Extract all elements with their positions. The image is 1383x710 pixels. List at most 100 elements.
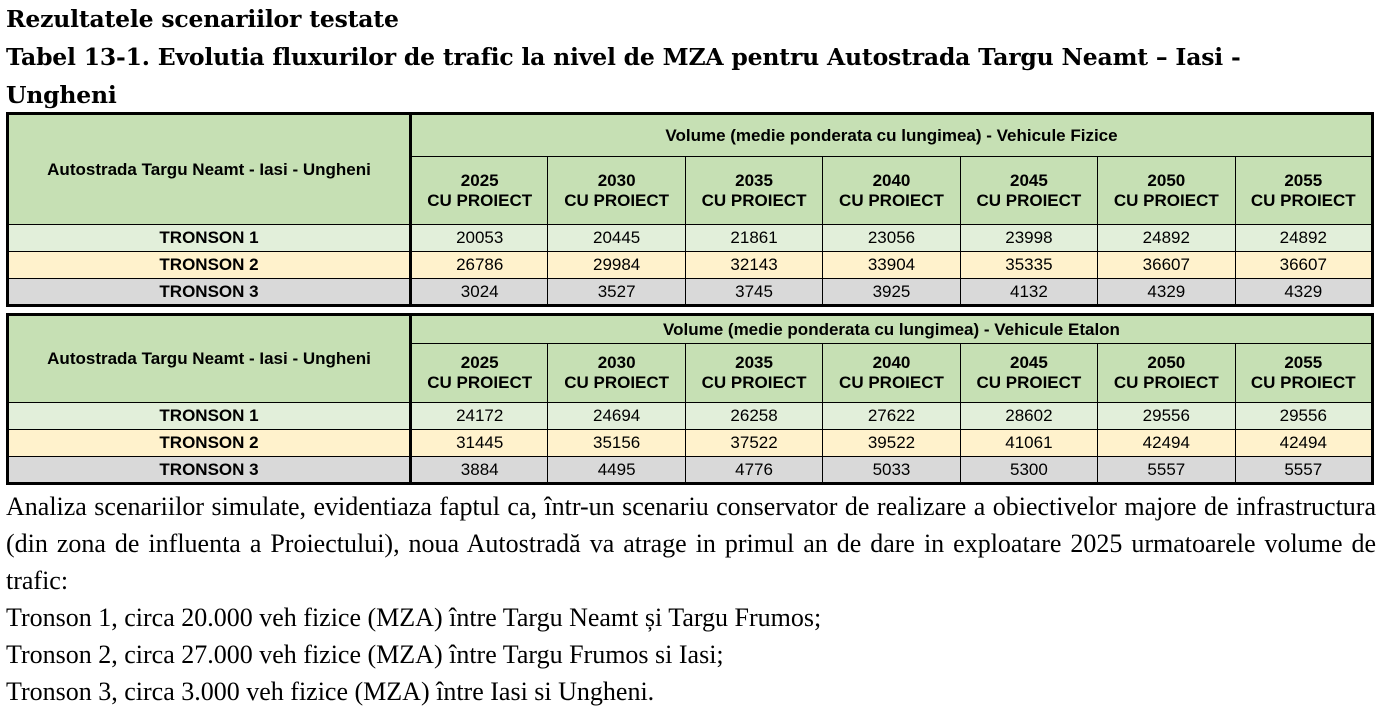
year-label: 2040: [872, 170, 911, 190]
scenario-label: CU PROIECT: [976, 373, 1082, 392]
scenario-label: CU PROIECT: [564, 373, 670, 392]
scenario-label: CU PROIECT: [1113, 190, 1219, 210]
row-label: TRONSON 1: [7, 224, 412, 252]
year-header: 2045 CU PROIECT: [959, 156, 1099, 225]
year-label: 2045: [1009, 353, 1048, 372]
table-row: TRONSON 2 26786 29984 32143 33904 35335 36607 3…: [7, 251, 1374, 279]
header-row-group: Autostrada Targu Neamt - Iasi - Ungheni V…: [7, 113, 1373, 225]
value-cell: 3024: [409, 278, 549, 306]
row-label: TRONSON 2: [7, 251, 412, 279]
table-row: TRONSON 1 20053 20445 21861 23056 23998 24892 2…: [7, 224, 1374, 252]
value-cell: 5557: [1234, 456, 1374, 484]
year-header: 2050 CU PROIECT: [1097, 343, 1236, 403]
value-cell: 35156: [547, 429, 686, 457]
value-cell: 29556: [1234, 402, 1374, 430]
year-label: 2055: [1284, 170, 1323, 190]
year-header: 2055 CU PROIECT: [1234, 343, 1374, 403]
value-cell: 21861: [684, 224, 824, 252]
value-cell: 31445: [409, 429, 549, 457]
value-cell: 24172: [409, 402, 549, 430]
traffic-table-etalon: Autostrada Targu Neamt - Iasi - Ungheni V…: [6, 313, 1374, 485]
value-cell: 29984: [547, 251, 686, 279]
year-label: 2025: [460, 170, 499, 190]
scenario-label: CU PROIECT: [839, 190, 944, 210]
scenario-label: CU PROIECT: [427, 190, 533, 210]
scenario-label: CU PROIECT: [1250, 190, 1356, 210]
value-cell: 27622: [822, 402, 961, 430]
tronson-2-summary: Tronson 2, circa 27.000 veh fizice (MZA)…: [6, 640, 724, 669]
year-header: 2035 CU PROIECT: [684, 156, 824, 225]
value-cell: 3745: [684, 278, 824, 306]
scenario-label: CU PROIECT: [564, 190, 670, 210]
value-cell: 26786: [409, 251, 549, 279]
row-label: TRONSON 3: [7, 278, 412, 306]
value-cell: 42494: [1234, 429, 1374, 457]
value-cell: 20053: [409, 224, 549, 252]
value-cell: 24892: [1097, 224, 1236, 252]
value-cell: 4495: [547, 456, 686, 484]
scenario-label: CU PROIECT: [976, 190, 1082, 210]
year-label: 2030: [597, 353, 636, 372]
year-label: 2035: [735, 170, 773, 190]
year-header: 2035 CU PROIECT: [684, 343, 824, 403]
analysis-paragraph: Analiza scenariilor simulate, evidentiaz…: [6, 492, 1376, 595]
value-cell: 26258: [684, 402, 824, 430]
year-header: 2040 CU PROIECT: [822, 156, 961, 225]
group-header: Volume (medie ponderata cu lungimea) - V…: [410, 113, 1373, 157]
year-label: 2040: [872, 353, 911, 372]
value-cell: 20445: [547, 224, 686, 252]
year-header: 2050 CU PROIECT: [1097, 156, 1236, 225]
value-cell: 4329: [1097, 278, 1236, 306]
value-cell: 39522: [822, 429, 961, 457]
value-cell: 23998: [959, 224, 1099, 252]
value-cell: 3925: [822, 278, 961, 306]
value-cell: 33904: [822, 251, 961, 279]
section-heading: Rezultatele scenariilor testate: [6, 5, 399, 33]
year-label: 2045: [1009, 170, 1048, 190]
year-label: 2050: [1147, 170, 1186, 190]
scenario-label: CU PROIECT: [427, 373, 533, 392]
year-header: 2030 CU PROIECT: [547, 343, 686, 403]
value-cell: 3527: [547, 278, 686, 306]
table-row: TRONSON 1 24172 24694 26258 27622 28602 29556 2…: [7, 402, 1374, 430]
value-cell: 36607: [1234, 251, 1374, 279]
table-caption-line-2: Ungheni: [6, 81, 117, 109]
value-cell: 24892: [1234, 224, 1374, 252]
year-header: 2045 CU PROIECT: [959, 343, 1099, 403]
year-header: 2040 CU PROIECT: [822, 343, 961, 403]
value-cell: 28602: [959, 402, 1099, 430]
row-header: Autostrada Targu Neamt - Iasi - Ungheni: [7, 314, 412, 403]
year-label: 2030: [597, 170, 636, 190]
year-header: 2030 CU PROIECT: [547, 156, 686, 225]
value-cell: 4776: [684, 456, 824, 484]
group-header: Volume (medie ponderata cu lungimea) - V…: [410, 314, 1373, 344]
year-label: 2055: [1284, 353, 1323, 372]
value-cell: 3884: [409, 456, 549, 484]
value-cell: 29556: [1097, 402, 1236, 430]
table-row: TRONSON 3 3884 4495 4776 5033 5300 5557 5557: [7, 456, 1374, 484]
scenario-label: CU PROIECT: [839, 373, 944, 392]
value-cell: 5300: [959, 456, 1099, 484]
value-cell: 4329: [1234, 278, 1374, 306]
scenario-label: CU PROIECT: [701, 190, 807, 210]
value-cell: 42494: [1097, 429, 1236, 457]
row-label: TRONSON 2: [7, 429, 412, 457]
header-row-years: 2025 CU PROIECT 2030 CU PROIECT 2035 CU PROIE…: [8, 156, 1374, 225]
table-row: TRONSON 2 31445 35156 37522 39522 41061 42494 4…: [7, 429, 1374, 457]
tronson-3-summary: Tronson 3, circa 3.000 veh fizice (MZA) …: [6, 677, 655, 706]
year-label: 2035: [735, 353, 773, 372]
table-row: TRONSON 3 3024 3527 3745 3925 4132 4329 4329: [7, 278, 1374, 306]
value-cell: 5033: [822, 456, 961, 484]
year-header: 2025 CU PROIECT: [409, 343, 549, 403]
header-row-years: 2025 CU PROIECT 2030 CU PROIECT 2035 CU PROIE…: [8, 343, 1374, 403]
traffic-table-fizice: Autostrada Targu Neamt - Iasi - Ungheni V…: [6, 112, 1374, 307]
value-cell: 41061: [959, 429, 1099, 457]
scenario-label: CU PROIECT: [1113, 373, 1219, 392]
scenario-label: CU PROIECT: [1250, 373, 1356, 392]
header-row-group: Autostrada Targu Neamt - Iasi - Ungheni V…: [7, 314, 1373, 403]
row-label: TRONSON 3: [7, 456, 412, 484]
value-cell: 24694: [547, 402, 686, 430]
year-header: 2025 CU PROIECT: [409, 156, 549, 225]
value-cell: 5557: [1097, 456, 1236, 484]
value-cell: 23056: [822, 224, 961, 252]
